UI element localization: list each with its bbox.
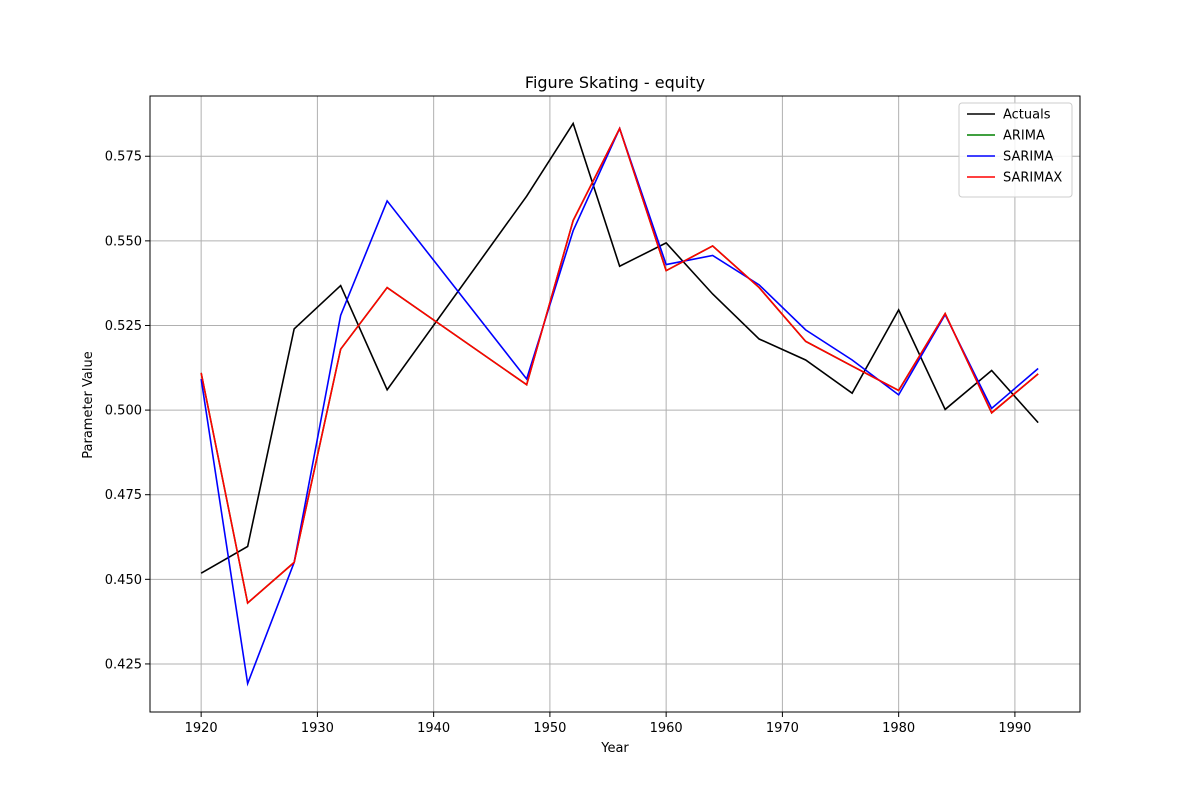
plot-frame — [149, 95, 1081, 713]
axis-ticks: 1920 1930 1940 1950 1960 1970 1980 1990 0.425 0.4… — [105, 150, 1032, 736]
y-tick-label: 0.575 — [105, 150, 142, 165]
series-line-actuals — [200, 121, 1039, 574]
x-tick-label: 1960 — [650, 721, 683, 736]
series-lines — [200, 121, 1039, 687]
x-tick-label: 1980 — [882, 721, 915, 736]
x-tick-label: 1940 — [417, 721, 450, 736]
x-tick-label: 1970 — [766, 721, 799, 736]
y-tick-label: 0.525 — [105, 319, 142, 334]
series-line-sarimax — [200, 126, 1039, 605]
y-tick-label: 0.425 — [105, 657, 142, 672]
y-tick-label: 0.550 — [105, 234, 142, 249]
legend-label-actuals: Actuals — [1003, 108, 1051, 123]
legend-label-sarimax: SARIMAX — [1003, 171, 1062, 186]
x-tick-label: 1930 — [301, 721, 334, 736]
legend-label-arima: ARIMA — [1003, 129, 1045, 144]
legend-label-sarima: SARIMA — [1003, 150, 1053, 165]
legend: Actuals ARIMA SARIMA SARIMAX — [958, 102, 1073, 198]
x-tick-label: 1950 — [533, 721, 566, 736]
x-tick-label: 1920 — [185, 721, 218, 736]
x-axis-title: Year — [600, 741, 629, 756]
y-tick-label: 0.475 — [105, 488, 142, 503]
grid-lines — [150, 96, 1080, 712]
y-axis-title: Parameter Value — [81, 351, 96, 458]
series-line-arima — [200, 126, 1039, 605]
y-tick-label: 0.450 — [105, 573, 142, 588]
series-line-sarima — [200, 126, 1039, 687]
y-tick-label: 0.500 — [105, 404, 142, 419]
legend-box — [958, 102, 1073, 198]
x-tick-label: 1990 — [998, 721, 1031, 736]
chart-title: Figure Skating - equity — [525, 73, 705, 92]
